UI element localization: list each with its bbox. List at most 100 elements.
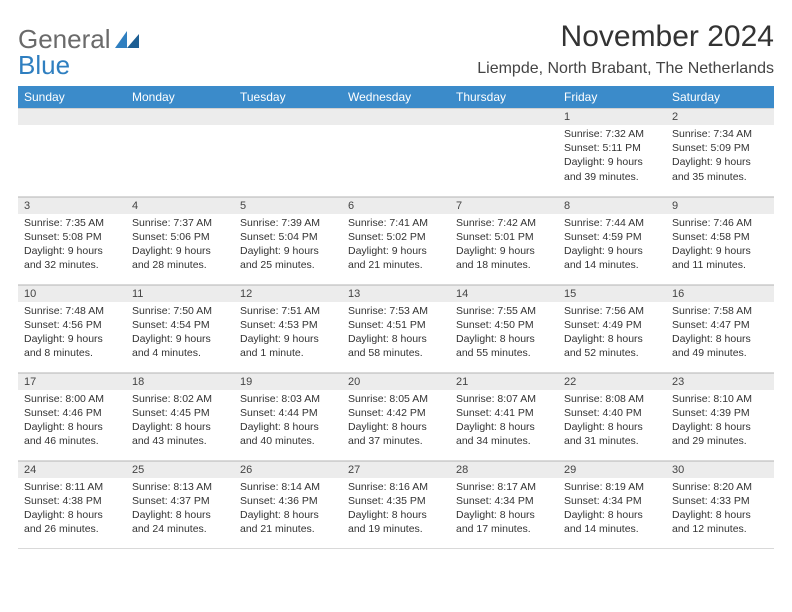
calendar-day-cell: 12Sunrise: 7:51 AMSunset: 4:53 PMDayligh… — [234, 284, 342, 372]
day-info-line: Sunrise: 7:51 AM — [240, 304, 336, 318]
day-number: 27 — [342, 461, 450, 478]
calendar-day-cell: 9Sunrise: 7:46 AMSunset: 4:58 PMDaylight… — [666, 196, 774, 284]
day-body: Sunrise: 7:56 AMSunset: 4:49 PMDaylight:… — [558, 302, 666, 365]
calendar-day-cell: 15Sunrise: 7:56 AMSunset: 4:49 PMDayligh… — [558, 284, 666, 372]
calendar-week-row: 1Sunrise: 7:32 AMSunset: 5:11 PMDaylight… — [18, 108, 774, 196]
day-body: Sunrise: 7:35 AMSunset: 5:08 PMDaylight:… — [18, 214, 126, 277]
day-number — [18, 108, 126, 125]
day-info-line: Sunrise: 7:56 AM — [564, 304, 660, 318]
day-info-line: Sunset: 4:45 PM — [132, 406, 228, 420]
calendar-day-cell — [18, 108, 126, 196]
day-body: Sunrise: 7:55 AMSunset: 4:50 PMDaylight:… — [450, 302, 558, 365]
day-info-line: Sunrise: 8:13 AM — [132, 480, 228, 494]
calendar-table: Sunday Monday Tuesday Wednesday Thursday… — [18, 86, 774, 549]
calendar-day-cell — [342, 108, 450, 196]
day-info-line: Sunrise: 8:08 AM — [564, 392, 660, 406]
calendar-day-cell: 8Sunrise: 7:44 AMSunset: 4:59 PMDaylight… — [558, 196, 666, 284]
day-info-line: Sunset: 5:01 PM — [456, 230, 552, 244]
calendar-body: 1Sunrise: 7:32 AMSunset: 5:11 PMDaylight… — [18, 108, 774, 548]
day-info-line: Sunrise: 7:44 AM — [564, 216, 660, 230]
day-body: Sunrise: 7:44 AMSunset: 4:59 PMDaylight:… — [558, 214, 666, 277]
day-number: 4 — [126, 197, 234, 214]
day-number: 3 — [18, 197, 126, 214]
day-number: 6 — [342, 197, 450, 214]
day-body — [342, 125, 450, 131]
day-info-line: and 58 minutes. — [348, 346, 444, 360]
day-number: 16 — [666, 285, 774, 302]
header: General Blue November 2024 Liempde, Nort… — [18, 20, 774, 78]
day-body: Sunrise: 8:10 AMSunset: 4:39 PMDaylight:… — [666, 390, 774, 453]
day-info-line: and 49 minutes. — [672, 346, 768, 360]
day-info-line: Sunset: 4:34 PM — [564, 494, 660, 508]
day-info-line: Daylight: 9 hours — [672, 244, 768, 258]
day-number: 15 — [558, 285, 666, 302]
day-info-line: Daylight: 9 hours — [240, 332, 336, 346]
day-info-line: and 18 minutes. — [456, 258, 552, 272]
day-info-line: Sunrise: 8:11 AM — [24, 480, 120, 494]
day-number: 11 — [126, 285, 234, 302]
day-body: Sunrise: 8:20 AMSunset: 4:33 PMDaylight:… — [666, 478, 774, 541]
day-info-line: Sunrise: 8:03 AM — [240, 392, 336, 406]
day-header-row: Sunday Monday Tuesday Wednesday Thursday… — [18, 86, 774, 108]
calendar-day-cell: 14Sunrise: 7:55 AMSunset: 4:50 PMDayligh… — [450, 284, 558, 372]
day-body: Sunrise: 7:34 AMSunset: 5:09 PMDaylight:… — [666, 125, 774, 188]
day-info-line: Daylight: 9 hours — [24, 244, 120, 258]
day-info-line: Sunset: 4:56 PM — [24, 318, 120, 332]
day-number — [450, 108, 558, 125]
day-info-line: Sunrise: 8:07 AM — [456, 392, 552, 406]
day-info-line: Sunrise: 8:10 AM — [672, 392, 768, 406]
day-info-line: Sunrise: 7:48 AM — [24, 304, 120, 318]
day-info-line: Sunset: 4:53 PM — [240, 318, 336, 332]
day-info-line: Sunrise: 7:35 AM — [24, 216, 120, 230]
day-info-line: Daylight: 8 hours — [672, 332, 768, 346]
day-info-line: and 21 minutes. — [240, 522, 336, 536]
day-header: Friday — [558, 86, 666, 108]
day-info-line: Sunrise: 8:00 AM — [24, 392, 120, 406]
day-info-line: Sunrise: 8:16 AM — [348, 480, 444, 494]
calendar-day-cell — [234, 108, 342, 196]
day-number: 24 — [18, 461, 126, 478]
calendar-day-cell: 10Sunrise: 7:48 AMSunset: 4:56 PMDayligh… — [18, 284, 126, 372]
calendar-day-cell: 6Sunrise: 7:41 AMSunset: 5:02 PMDaylight… — [342, 196, 450, 284]
day-number: 19 — [234, 373, 342, 390]
calendar-day-cell — [126, 108, 234, 196]
day-info-line: Sunset: 4:51 PM — [348, 318, 444, 332]
day-info-line: Sunrise: 7:34 AM — [672, 127, 768, 141]
day-body: Sunrise: 7:58 AMSunset: 4:47 PMDaylight:… — [666, 302, 774, 365]
day-info-line: Sunset: 4:58 PM — [672, 230, 768, 244]
calendar-day-cell: 22Sunrise: 8:08 AMSunset: 4:40 PMDayligh… — [558, 372, 666, 460]
day-number — [234, 108, 342, 125]
day-number: 2 — [666, 108, 774, 125]
day-body: Sunrise: 8:11 AMSunset: 4:38 PMDaylight:… — [18, 478, 126, 541]
day-info-line: Sunset: 4:49 PM — [564, 318, 660, 332]
day-info-line: and 39 minutes. — [564, 170, 660, 184]
brand-logo: General Blue — [18, 20, 141, 78]
day-info-line: and 19 minutes. — [348, 522, 444, 536]
day-number: 30 — [666, 461, 774, 478]
day-body: Sunrise: 8:13 AMSunset: 4:37 PMDaylight:… — [126, 478, 234, 541]
day-header: Monday — [126, 86, 234, 108]
brand-text: General Blue — [18, 26, 141, 78]
day-info-line: and 17 minutes. — [456, 522, 552, 536]
day-info-line: Sunrise: 7:37 AM — [132, 216, 228, 230]
day-header: Sunday — [18, 86, 126, 108]
day-body: Sunrise: 8:19 AMSunset: 4:34 PMDaylight:… — [558, 478, 666, 541]
day-info-line: Sunrise: 8:17 AM — [456, 480, 552, 494]
day-info-line: Sunrise: 7:32 AM — [564, 127, 660, 141]
calendar-day-cell: 1Sunrise: 7:32 AMSunset: 5:11 PMDaylight… — [558, 108, 666, 196]
calendar-day-cell: 13Sunrise: 7:53 AMSunset: 4:51 PMDayligh… — [342, 284, 450, 372]
day-info-line: Sunset: 4:50 PM — [456, 318, 552, 332]
day-body: Sunrise: 7:50 AMSunset: 4:54 PMDaylight:… — [126, 302, 234, 365]
day-info-line: Daylight: 9 hours — [24, 332, 120, 346]
day-info-line: Sunrise: 8:19 AM — [564, 480, 660, 494]
day-number: 20 — [342, 373, 450, 390]
day-info-line: Daylight: 8 hours — [348, 508, 444, 522]
day-info-line: Daylight: 9 hours — [564, 155, 660, 169]
day-info-line: Sunset: 5:11 PM — [564, 141, 660, 155]
day-info-line: Sunset: 4:41 PM — [456, 406, 552, 420]
day-number: 23 — [666, 373, 774, 390]
day-body — [18, 125, 126, 131]
day-number: 9 — [666, 197, 774, 214]
day-body: Sunrise: 7:32 AMSunset: 5:11 PMDaylight:… — [558, 125, 666, 188]
calendar-day-cell: 5Sunrise: 7:39 AMSunset: 5:04 PMDaylight… — [234, 196, 342, 284]
